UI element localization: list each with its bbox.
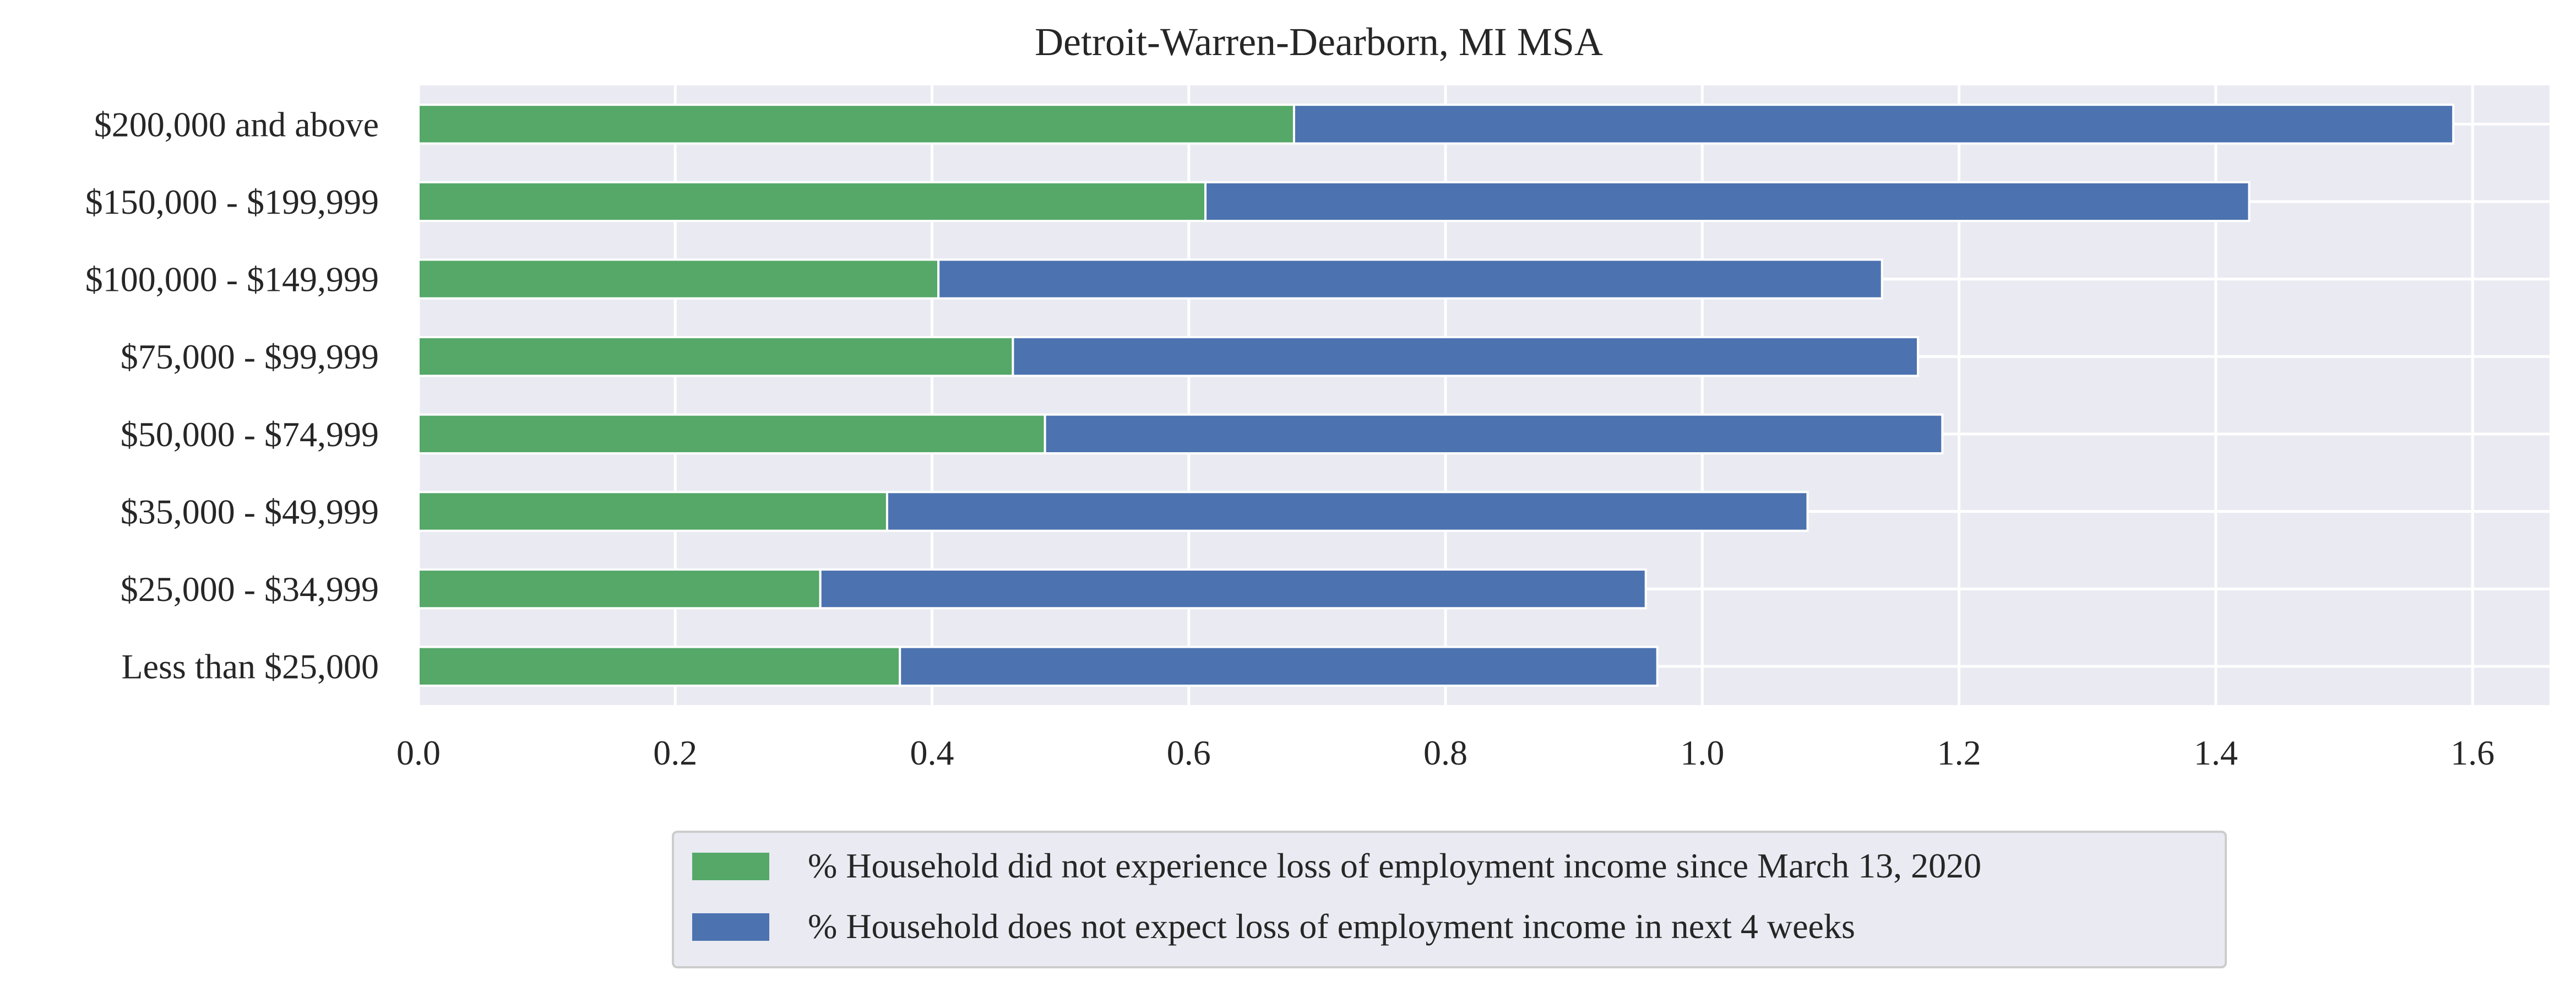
plot-background [419,85,2550,705]
y-tick-label: $50,000 - $74,999 [121,415,379,454]
x-tick-label: 1.6 [2450,733,2495,772]
x-tick-label: 0.4 [910,733,954,772]
x-tick-label: 0.0 [396,733,441,772]
bar-series1--25-000-34-999 [819,568,1647,610]
legend-box [672,831,2227,968]
y-tick-label: $200,000 and above [94,105,379,144]
bar-series0--50-000-74-999 [417,413,1046,454]
x-tick-label: 1.2 [1937,733,1981,772]
x-tick-label: 0.2 [653,733,697,772]
x-tick-label: 1.4 [2194,733,2238,772]
x-tick-label: 0.8 [1423,733,1468,772]
bar-series1--75-000-99-999 [1012,336,1919,377]
legend-swatch-1 [692,913,769,941]
legend: % Household did not experience loss of e… [672,831,2227,968]
bar-series1--100-000-149-999 [937,258,1883,300]
bar-series0--100-000-149-999 [417,258,940,300]
x-tick-labels: 0.0 0.2 0.4 0.6 0.8 1.0 1.2 1.4 1.6 [396,733,2495,772]
legend-label-1: % Household does not expect loss of empl… [808,907,1855,946]
legend-swatch-0 [692,853,769,880]
bar-series0-less-than-25-000 [417,646,901,687]
bar-series1--35-000-49-999 [885,491,1809,532]
x-tick-label: 1.0 [1680,733,1724,772]
chart-title: Detroit-Warren-Dearborn, MI MSA [1035,20,1603,64]
y-tick-label: $150,000 - $199,999 [85,182,379,221]
bar-series1--50-000-74-999 [1044,413,1944,454]
bars [417,104,2455,687]
bar-series1--200-000-and-above [1292,104,2455,145]
y-tick-label: $75,000 - $99,999 [121,337,379,376]
bar-series0--75-000-99-999 [417,336,1014,377]
y-tick-label: $25,000 - $34,999 [121,570,379,609]
bar-series0--150-000-199-999 [417,181,1207,223]
x-tick-label: 0.6 [1167,733,1211,772]
bar-series1--150-000-199-999 [1204,181,2251,223]
legend-label-0: % Household did not experience loss of e… [808,846,1981,885]
bar-series1-less-than-25-000 [899,646,1659,687]
y-tick-label: Less than $25,000 [122,647,379,686]
bar-series0--25-000-34-999 [417,568,822,610]
bar-series0--35-000-49-999 [417,491,888,532]
y-tick-label: $100,000 - $149,999 [85,260,379,299]
bar-series0--200-000-and-above [417,104,1295,145]
y-tick-labels: Less than $25,000 $25,000 - $34,999 $35,00… [85,105,379,686]
y-tick-label: $35,000 - $49,999 [121,492,379,531]
